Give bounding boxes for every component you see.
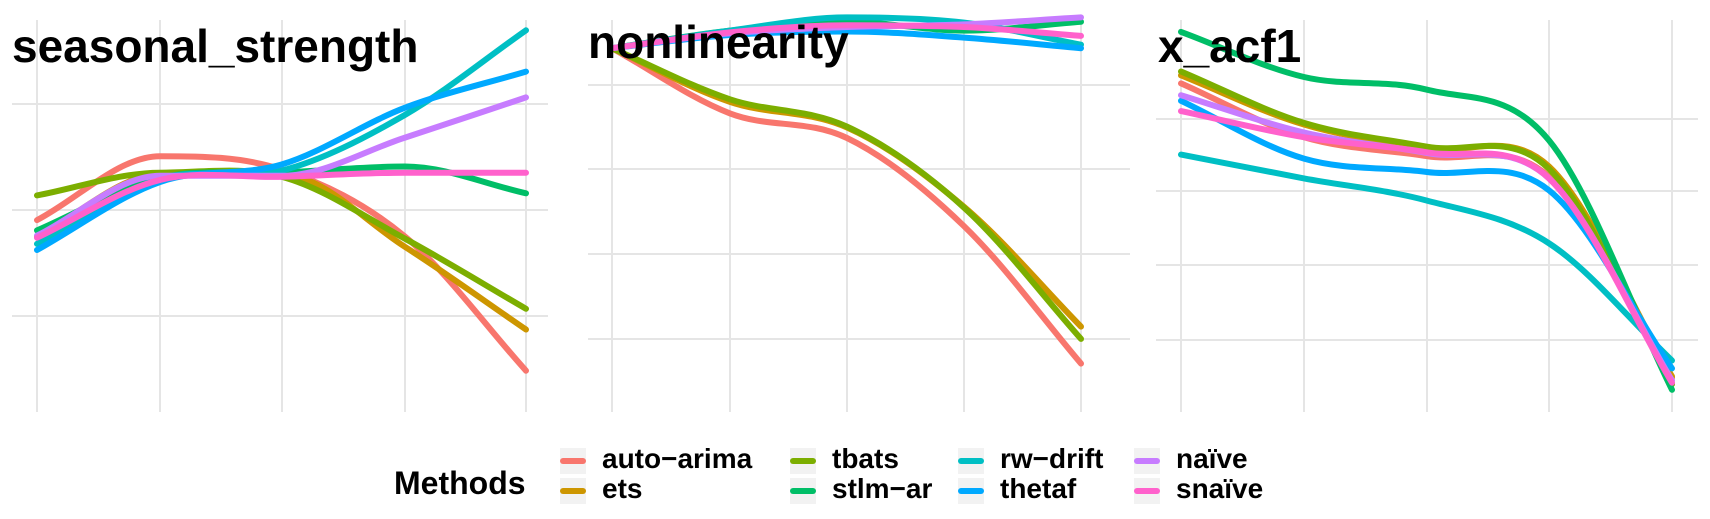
legend-entry: stlm−ar xyxy=(790,473,932,504)
panel-title: x_acf1 xyxy=(1158,20,1301,72)
panel-nonlinearity: nonlinearity xyxy=(588,14,1130,412)
legend-entry: thetaf xyxy=(958,473,1077,504)
panel-seasonal-strength: seasonal_strength xyxy=(12,20,548,412)
legend-label: auto−arima xyxy=(602,443,753,474)
series-line-stlm-ar xyxy=(1178,28,1675,393)
legend-label: snaïve xyxy=(1176,473,1263,504)
legend-entry: ets xyxy=(560,473,642,504)
panels-layer: seasonal_strength nonlinearity x_acf1 xyxy=(12,14,1698,412)
panel-title: nonlinearity xyxy=(588,16,849,68)
legend-label: thetaf xyxy=(1000,473,1077,504)
panel-x-acf1: x_acf1 xyxy=(1156,20,1698,412)
legend-label: stlm−ar xyxy=(832,473,932,504)
legend-label: tbats xyxy=(832,443,899,474)
legend-label: rw−drift xyxy=(1000,443,1103,474)
panel-grid xyxy=(588,20,1130,412)
series-line-sna-ve xyxy=(1178,108,1675,386)
legend-label: naïve xyxy=(1176,443,1248,474)
series-group xyxy=(34,27,529,374)
series-line-sna-ve xyxy=(34,169,529,241)
legend-entry: rw−drift xyxy=(958,443,1103,474)
legend-title: Methods xyxy=(394,465,526,501)
legend-entry: auto−arima xyxy=(560,443,753,474)
panel-title: seasonal_strength xyxy=(12,20,418,72)
series-line-sna-ve xyxy=(609,22,1084,52)
panel-grid xyxy=(1156,20,1698,412)
legend-entry: snaïve xyxy=(1134,473,1263,504)
series-line-thetaf xyxy=(34,68,529,253)
series-line-tbats xyxy=(609,45,1084,342)
legend-entry: tbats xyxy=(790,443,899,474)
series-line-rw-drift xyxy=(1178,151,1675,364)
series-group xyxy=(609,14,1084,367)
legend-label: ets xyxy=(602,473,642,504)
legend-entry: naïve xyxy=(1134,443,1248,474)
series-line-auto-arima xyxy=(609,45,1084,367)
series-group xyxy=(1178,28,1675,393)
